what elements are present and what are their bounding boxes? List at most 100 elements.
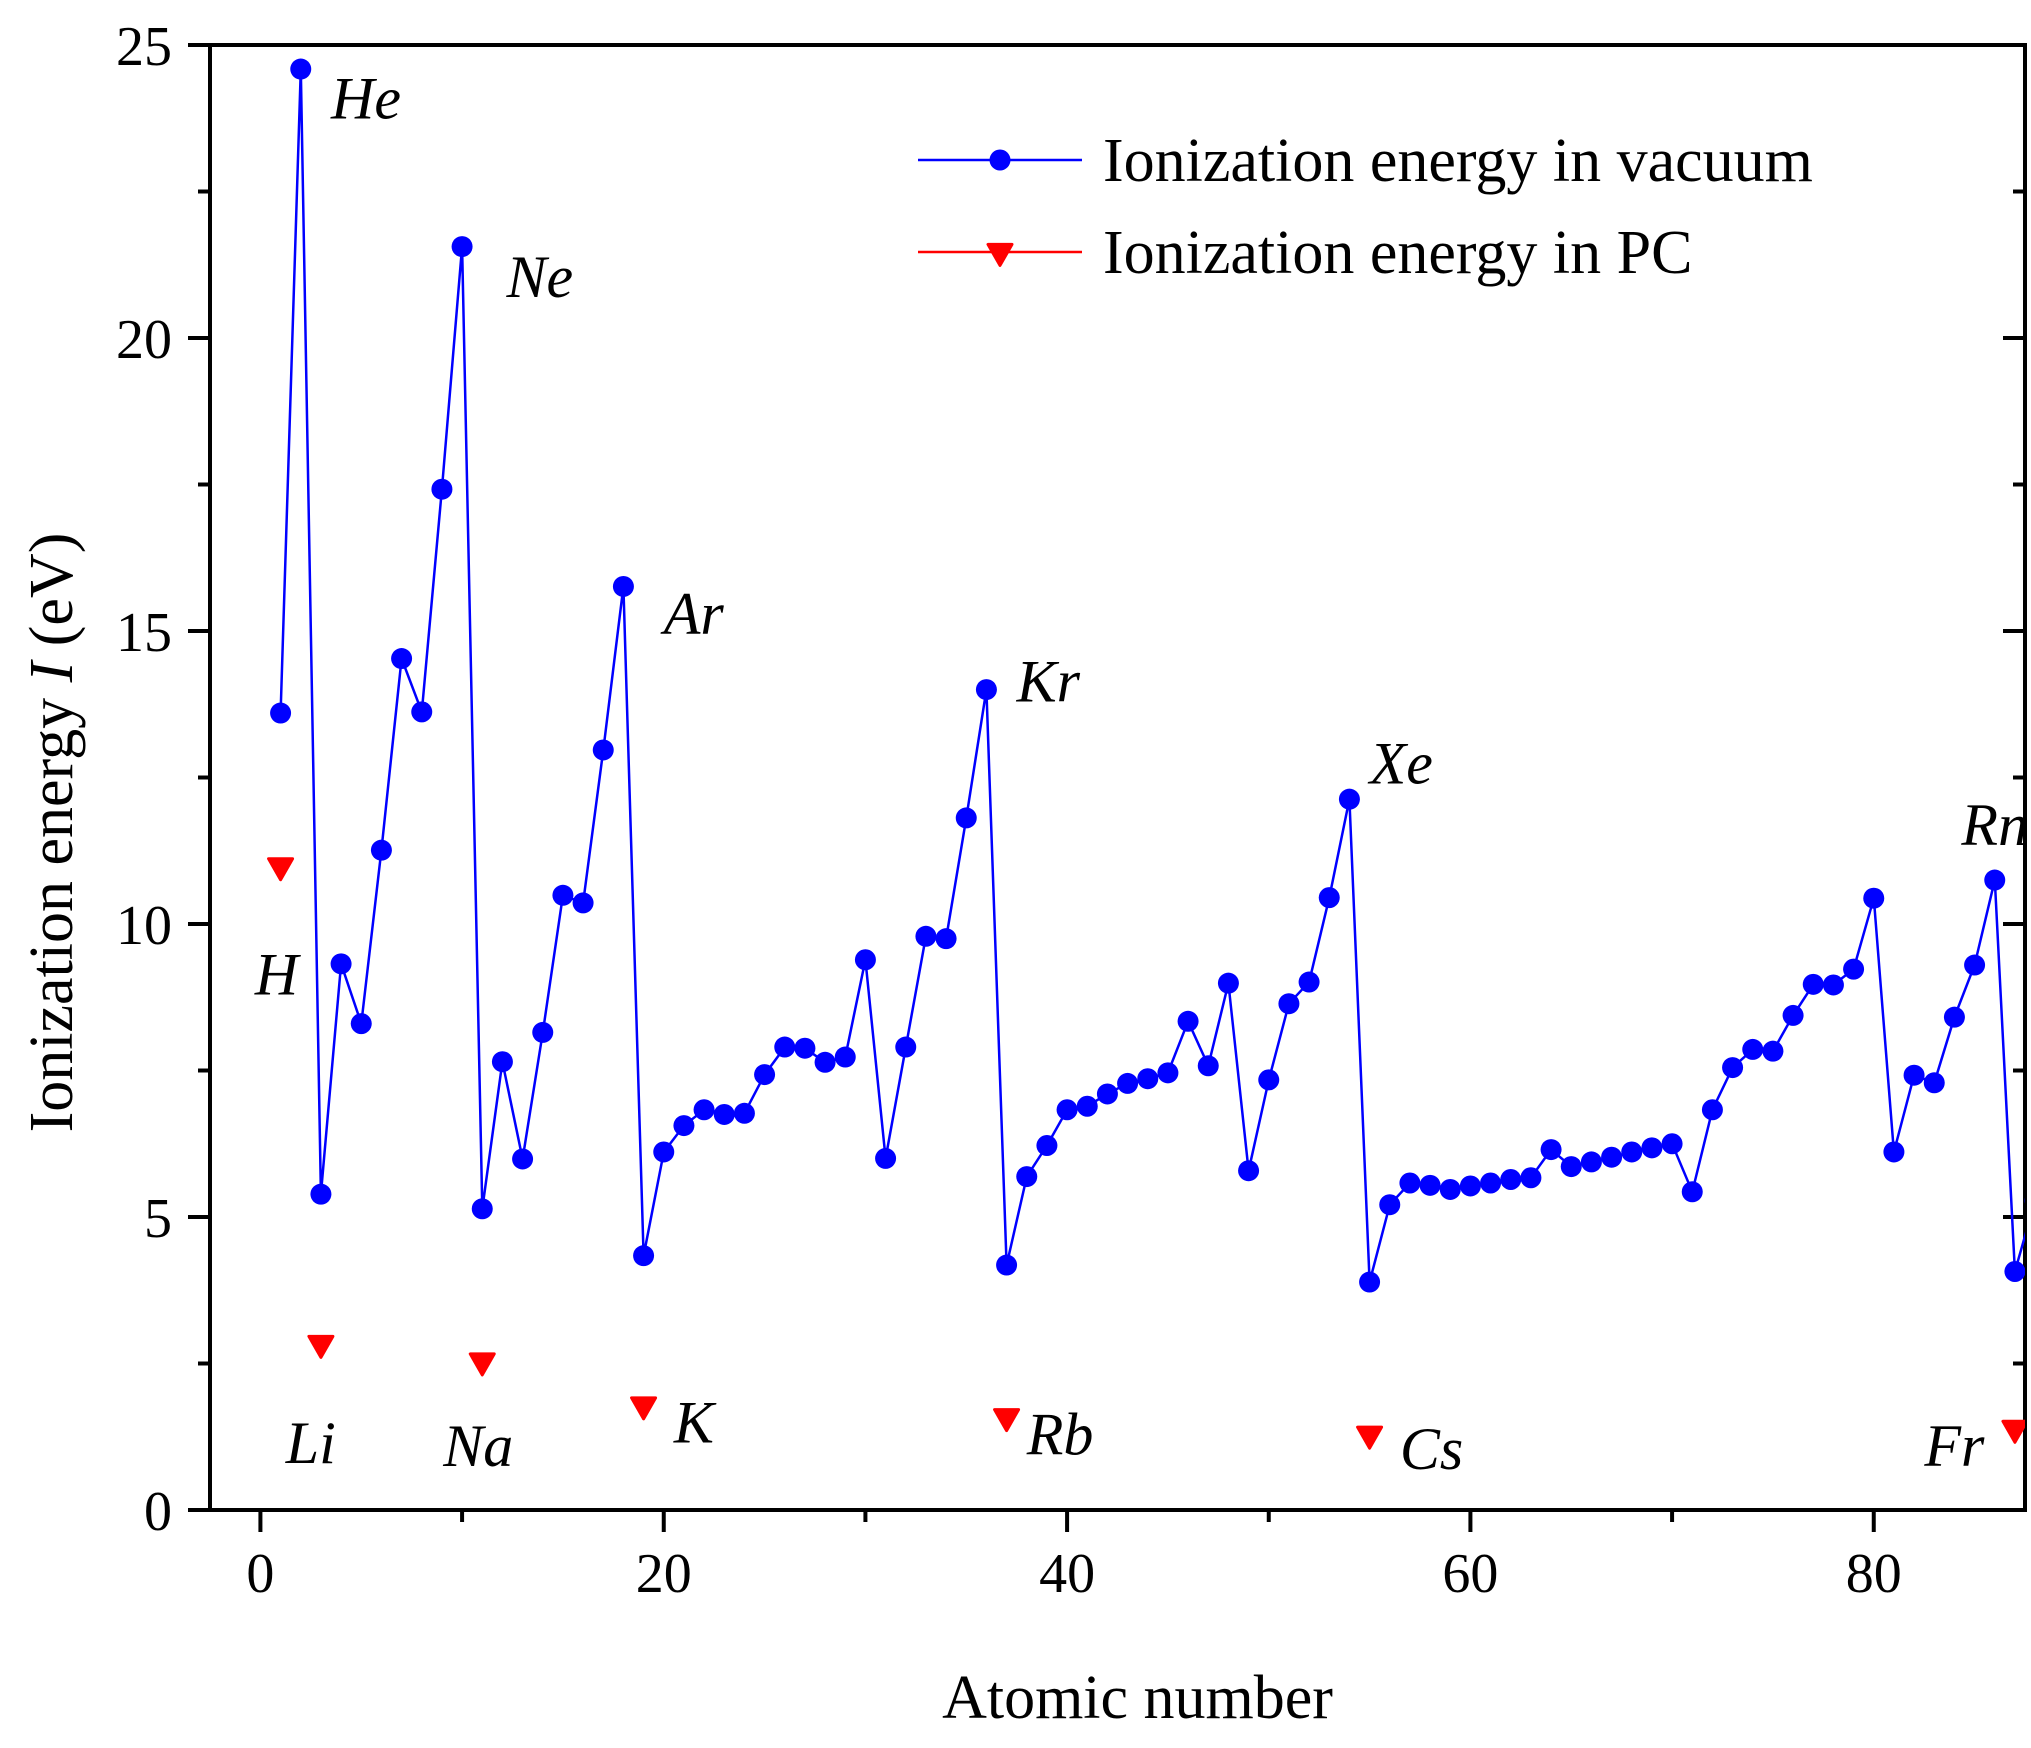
data-point bbox=[975, 679, 997, 701]
data-point-triangle bbox=[993, 1408, 1021, 1433]
data-point bbox=[1419, 1174, 1441, 1196]
data-point bbox=[1298, 971, 1320, 993]
data-point bbox=[290, 58, 312, 80]
data-point bbox=[1681, 1181, 1703, 1203]
element-label: K bbox=[673, 1390, 717, 1456]
data-point bbox=[552, 884, 574, 906]
data-point bbox=[1560, 1156, 1582, 1178]
element-label: H bbox=[254, 941, 302, 1007]
series-1 bbox=[267, 857, 2025, 1450]
data-point bbox=[1520, 1167, 1542, 1189]
element-label: Na bbox=[442, 1413, 513, 1479]
data-point bbox=[854, 949, 876, 971]
element-label: Li bbox=[285, 1410, 336, 1476]
data-point bbox=[955, 807, 977, 829]
data-point bbox=[875, 1147, 897, 1169]
data-point-triangle bbox=[307, 1334, 335, 1359]
legend: Ionization energy in vacuum Ionization en… bbox=[918, 127, 1813, 287]
axis-tick-labels: 0 20 40 60 80 0 5 10 15 20 25 bbox=[116, 16, 1902, 1605]
data-point bbox=[733, 1102, 755, 1124]
data-point bbox=[512, 1148, 534, 1170]
data-point bbox=[653, 1141, 675, 1163]
data-point bbox=[895, 1036, 917, 1058]
data-point bbox=[1480, 1172, 1502, 1194]
data-point bbox=[1701, 1099, 1723, 1121]
data-point bbox=[1177, 1010, 1199, 1032]
data-point-triangle bbox=[468, 1352, 496, 1377]
legend-entry: Ionization energy in PC bbox=[918, 219, 1692, 287]
data-point bbox=[532, 1021, 554, 1043]
x-tick-label: 0 bbox=[246, 1543, 274, 1605]
data-point bbox=[471, 1198, 493, 1220]
y-tick-label: 10 bbox=[116, 895, 172, 957]
data-point bbox=[1500, 1168, 1522, 1190]
data-point-triangle bbox=[630, 1396, 658, 1421]
data-point bbox=[814, 1051, 836, 1073]
x-axis-title: Atomic number bbox=[942, 1664, 1333, 1732]
data-point bbox=[1359, 1271, 1381, 1293]
series-layer bbox=[267, 58, 2025, 1450]
data-point bbox=[1197, 1055, 1219, 1077]
data-point bbox=[431, 478, 453, 500]
data-point bbox=[774, 1036, 796, 1058]
data-point bbox=[754, 1064, 776, 1086]
x-tick-label: 40 bbox=[1039, 1543, 1095, 1605]
data-point bbox=[1863, 887, 1885, 909]
element-label: Fr bbox=[1923, 1413, 1985, 1479]
data-point bbox=[1076, 1095, 1098, 1117]
legend-entry: Ionization energy in vacuum bbox=[918, 127, 1813, 195]
data-point bbox=[1782, 1004, 1804, 1026]
data-point bbox=[1943, 1006, 1965, 1028]
data-point bbox=[1802, 973, 1824, 995]
data-point bbox=[915, 925, 937, 947]
data-point bbox=[1318, 887, 1340, 909]
data-point bbox=[1923, 1072, 1945, 1094]
element-label: Kr bbox=[1016, 648, 1081, 714]
data-point bbox=[592, 739, 614, 761]
x-tick-label: 60 bbox=[1442, 1543, 1498, 1605]
data-point-triangle bbox=[2001, 1419, 2025, 1444]
legend-marker bbox=[986, 242, 1014, 267]
data-point-triangle bbox=[1356, 1425, 1384, 1450]
legend-marker bbox=[989, 149, 1011, 171]
data-point bbox=[1137, 1068, 1159, 1090]
data-point bbox=[411, 701, 433, 723]
data-point bbox=[350, 1013, 372, 1035]
data-point bbox=[1258, 1069, 1280, 1091]
data-point bbox=[2004, 1261, 2025, 1282]
data-point bbox=[1217, 972, 1239, 994]
data-point bbox=[794, 1037, 816, 1059]
data-point bbox=[1621, 1141, 1643, 1163]
y-axis-title-unit: (eV) bbox=[18, 533, 86, 662]
element-label: Ar bbox=[660, 581, 725, 647]
data-point bbox=[1722, 1057, 1744, 1079]
data-point bbox=[1641, 1137, 1663, 1159]
data-point bbox=[612, 575, 634, 597]
element-label: Rn bbox=[1960, 792, 2028, 858]
data-point bbox=[996, 1254, 1018, 1276]
data-point bbox=[1540, 1139, 1562, 1161]
axis-ticks bbox=[188, 43, 2025, 1532]
data-point bbox=[673, 1115, 695, 1137]
data-point bbox=[834, 1046, 856, 1068]
data-point bbox=[1278, 993, 1300, 1015]
element-label: Ne bbox=[505, 244, 573, 310]
data-point-triangle bbox=[267, 857, 295, 882]
data-point bbox=[1580, 1151, 1602, 1173]
data-point bbox=[1338, 788, 1360, 810]
element-label: Xe bbox=[1368, 730, 1433, 796]
series-0 bbox=[270, 58, 2025, 1293]
data-point bbox=[491, 1051, 513, 1073]
data-point bbox=[935, 928, 957, 950]
data-point bbox=[310, 1183, 332, 1205]
data-point bbox=[1238, 1160, 1260, 1182]
y-tick-label: 0 bbox=[144, 1481, 172, 1543]
x-tick-label: 80 bbox=[1846, 1543, 1902, 1605]
data-point bbox=[1439, 1178, 1461, 1200]
data-point bbox=[1117, 1072, 1139, 1094]
element-label: Cs bbox=[1400, 1416, 1463, 1482]
data-point bbox=[330, 953, 352, 975]
data-point bbox=[1903, 1064, 1925, 1086]
element-annotations: He Ne Ar Kr Xe Rn H Li Na K Rb Cs Fr bbox=[254, 65, 2028, 1482]
data-point bbox=[1016, 1166, 1038, 1188]
